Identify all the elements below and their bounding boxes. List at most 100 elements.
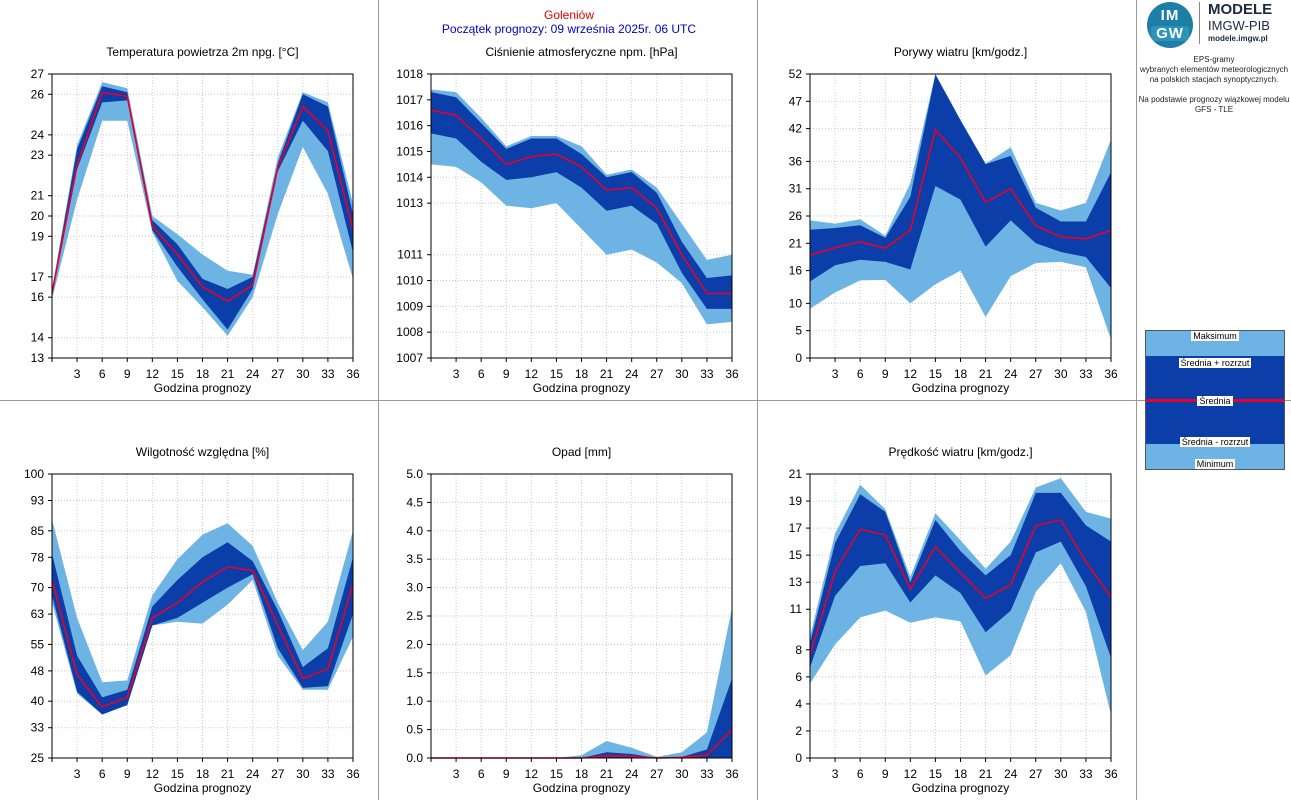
x-tick-label: 6	[99, 767, 106, 781]
x-tick-label: 15	[171, 767, 185, 781]
y-tick-label: 4	[795, 697, 802, 711]
mean-line	[809, 519, 1112, 656]
logo-badge-top: IM	[1160, 7, 1180, 24]
mean-line	[51, 565, 354, 708]
y-tick-label: 1013	[396, 196, 423, 210]
x-tick-label: 6	[857, 767, 864, 781]
x-tick-label: 36	[725, 367, 739, 381]
x-tick-label: 12	[904, 767, 918, 781]
y-tick-label: 24	[31, 128, 45, 142]
x-tick-label: 21	[979, 767, 993, 781]
x-tick-label: 30	[1054, 367, 1068, 381]
x-tick-label: 21	[979, 367, 993, 381]
x-tick-label: 9	[503, 367, 510, 381]
y-tick-label: 0.0	[406, 751, 423, 765]
x-tick-label: 18	[196, 367, 210, 381]
x-tick-label: 33	[700, 367, 714, 381]
x-tick-label: 18	[575, 767, 589, 781]
x-tick-label: 21	[221, 367, 235, 381]
description-line: na polskich stacjach synoptycznych.	[1149, 75, 1279, 84]
y-tick-label: 70	[31, 581, 45, 595]
y-tick-label: 21	[31, 189, 45, 203]
band-spread	[52, 542, 353, 715]
x-tick-label: 30	[296, 767, 310, 781]
y-tick-label: 78	[31, 550, 45, 564]
y-tick-label: 1018	[396, 67, 423, 81]
y-tick-label: 20	[31, 209, 45, 223]
x-tick-label: 24	[246, 767, 260, 781]
x-axis-label: Godzina prognozy	[533, 781, 630, 795]
band-min-max	[431, 89, 732, 325]
x-tick-label: 36	[346, 767, 360, 781]
y-tick-label: 19	[789, 494, 803, 508]
y-tick-label: 1014	[396, 170, 423, 184]
y-tick-label: 15	[789, 548, 803, 562]
y-tick-label: 4.0	[406, 524, 423, 538]
logo-text: MODELE IMGW-PIB modele.imgw.pl	[1199, 2, 1291, 44]
x-tick-label: 6	[478, 767, 485, 781]
x-tick-label: 21	[600, 767, 614, 781]
x-tick-label: 24	[1004, 767, 1018, 781]
x-tick-label: 36	[725, 767, 739, 781]
x-tick-label: 30	[1054, 767, 1068, 781]
legend-label-min: Minimum	[1194, 459, 1236, 469]
x-tick-label: 30	[675, 367, 689, 381]
band-min-max	[431, 607, 732, 758]
y-tick-label: 1016	[396, 119, 423, 133]
y-tick-label: 16	[31, 290, 45, 304]
y-tick-label: 23	[31, 148, 45, 162]
y-tick-label: 26	[789, 209, 803, 223]
x-tick-label: 24	[246, 367, 260, 381]
x-axis-label: Godzina prognozy	[533, 381, 630, 395]
y-tick-label: 13	[789, 575, 803, 589]
y-tick-label: 52	[789, 67, 803, 81]
y-tick-label: 40	[31, 694, 45, 708]
x-axis-label: Godzina prognozy	[912, 781, 1009, 795]
chart-title: Prędkość wiatru [km/godz.]	[888, 445, 1032, 459]
x-tick-label: 24	[1004, 367, 1018, 381]
description-line: wybranych elementów meteorologicznych	[1139, 65, 1289, 74]
x-tick-label: 36	[1104, 367, 1118, 381]
legend-box: Maksimum Średnia + rozrzut Średnia Średn…	[1145, 330, 1285, 470]
y-tick-label: 1.5	[406, 666, 423, 680]
y-tick-label: 1009	[396, 299, 423, 313]
y-tick-label: 25	[31, 751, 45, 765]
y-tick-label: 0	[795, 351, 802, 365]
y-tick-label: 55	[31, 637, 45, 651]
band-min-max	[810, 74, 1111, 340]
x-tick-label: 12	[525, 367, 539, 381]
forecast-header: Goleniów Początek prognozy: 09 września …	[380, 8, 758, 36]
description-line: Na podstawie prognozy wiązkowej modelu	[1138, 95, 1290, 104]
y-tick-label: 1017	[396, 93, 423, 107]
x-tick-label: 33	[321, 367, 335, 381]
imgw-logo[interactable]: IM GW MODELE IMGW-PIB modele.imgw.pl	[1145, 2, 1289, 48]
y-tick-label: 5.0	[406, 467, 423, 481]
y-tick-label: 17	[789, 521, 803, 535]
y-tick-label: 11	[790, 602, 803, 616]
x-tick-label: 15	[929, 767, 943, 781]
x-tick-label: 27	[271, 367, 285, 381]
band-min-max	[52, 519, 353, 715]
x-tick-label: 27	[650, 767, 664, 781]
x-tick-label: 36	[1104, 767, 1118, 781]
imgw-logo-icon: IM GW	[1147, 2, 1193, 48]
y-tick-label: 14	[31, 331, 45, 345]
y-tick-label: 6	[795, 670, 802, 684]
y-tick-label: 16	[789, 264, 803, 278]
x-tick-label: 18	[954, 767, 968, 781]
description-line: GFS - TLE	[1194, 105, 1234, 114]
x-tick-label: 15	[550, 767, 564, 781]
y-tick-label: 36	[789, 154, 803, 168]
x-tick-label: 3	[74, 767, 81, 781]
band-spread	[810, 74, 1111, 289]
y-tick-label: 21	[789, 236, 803, 250]
x-tick-label: 12	[904, 367, 918, 381]
logo-url[interactable]: modele.imgw.pl	[1208, 34, 1268, 43]
y-tick-label: 1011	[397, 248, 423, 262]
legend-label-mean-plus: Średnia + rozrzut	[1178, 358, 1252, 368]
x-tick-label: 27	[650, 367, 664, 381]
y-tick-label: 2.5	[406, 609, 423, 623]
x-tick-label: 9	[503, 767, 510, 781]
x-tick-label: 15	[550, 367, 564, 381]
x-tick-label: 27	[1029, 367, 1043, 381]
